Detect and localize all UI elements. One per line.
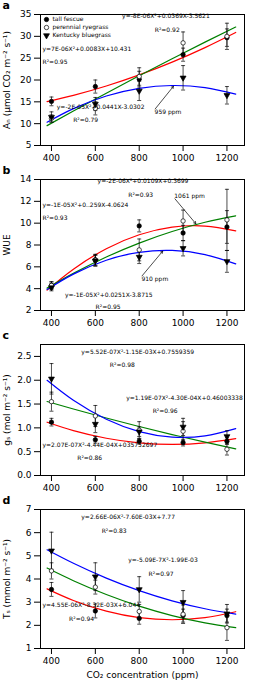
svg-text:800: 800 — [131, 318, 148, 328]
svg-text:910 ppm: 910 ppm — [141, 275, 168, 283]
svg-text:1200: 1200 — [215, 483, 238, 493]
svg-text:30: 30 — [20, 31, 32, 41]
svg-text:y=7E-06X²+0.0083X+10.431: y=7E-06X²+0.0083X+10.431 — [43, 45, 132, 53]
svg-text:400: 400 — [43, 153, 60, 163]
svg-text:R²=0.96: R²=0.96 — [153, 407, 178, 414]
svg-text:R²=0.98: R²=0.98 — [110, 361, 135, 368]
svg-text:6: 6 — [26, 528, 32, 538]
svg-text:WUE: WUE — [2, 234, 12, 255]
svg-text:2.5: 2.5 — [17, 351, 31, 361]
svg-text:15: 15 — [20, 97, 31, 107]
svg-text:y=-1E-05X²+0.0251X-3.8715: y=-1E-05X²+0.0251X-3.8715 — [65, 291, 153, 299]
svg-text:1200: 1200 — [215, 318, 238, 328]
svg-text:y=2.66E-06X²-7.60E-03X+7.77: y=2.66E-06X²-7.60E-03X+7.77 — [81, 513, 175, 521]
svg-text:2.0: 2.0 — [17, 375, 32, 385]
svg-text:gₛ (mol m⁻² s⁻¹): gₛ (mol m⁻² s⁻¹) — [2, 374, 12, 446]
svg-text:y=2.07E-07X²-4.44E-04X+0357526: y=2.07E-07X²-4.44E-04X+035752697 — [43, 441, 158, 449]
svg-text:R²=0.83: R²=0.83 — [102, 527, 127, 534]
svg-text:10: 10 — [20, 119, 32, 129]
svg-text:R²=0.95: R²=0.95 — [96, 303, 121, 310]
svg-text:400: 400 — [43, 318, 60, 328]
svg-text:b: b — [3, 165, 11, 177]
svg-text:1200: 1200 — [215, 153, 238, 163]
svg-text:y=-8E-06X²+0.0369X-3.5621: y=-8E-06X²+0.0369X-3.5621 — [122, 12, 210, 20]
svg-text:600: 600 — [87, 656, 104, 666]
svg-text:R²=0.93: R²=0.93 — [43, 214, 68, 221]
svg-text:R²=0.92: R²=0.92 — [155, 26, 180, 33]
svg-text:959 ppm: 959 ppm — [155, 108, 182, 116]
svg-text:14: 14 — [20, 174, 32, 184]
svg-text:a: a — [3, 0, 10, 12]
svg-text:R²=0.97: R²=0.97 — [149, 570, 174, 577]
svg-text:4: 4 — [26, 284, 32, 294]
svg-text:CO₂ concentration (ppm): CO₂ concentration (ppm) — [86, 670, 198, 680]
svg-text:R²=0.95: R²=0.95 — [43, 58, 68, 65]
svg-text:20: 20 — [20, 75, 32, 85]
svg-text:1.5: 1.5 — [17, 399, 31, 409]
svg-text:1.0: 1.0 — [17, 423, 32, 433]
svg-text:1: 1 — [26, 643, 32, 653]
svg-text:1000: 1000 — [172, 153, 195, 163]
svg-text:800: 800 — [131, 153, 148, 163]
svg-text:5: 5 — [26, 551, 32, 561]
svg-text:Tₛ (mmol m⁻² s⁻¹): Tₛ (mmol m⁻² s⁻¹) — [2, 539, 12, 620]
svg-text:R²=0.86: R²=0.86 — [77, 454, 102, 461]
svg-text:0.5: 0.5 — [17, 447, 31, 457]
svg-text:400: 400 — [43, 483, 60, 493]
svg-text:8: 8 — [26, 240, 32, 250]
svg-text:12: 12 — [20, 196, 31, 206]
svg-text:perennial ryegrass: perennial ryegrass — [53, 23, 109, 31]
svg-text:d: d — [3, 495, 11, 507]
svg-text:3: 3 — [26, 597, 32, 607]
svg-text:tall fescue: tall fescue — [53, 15, 84, 22]
svg-text:10: 10 — [20, 218, 32, 228]
svg-text:Kentucky bluegrass: Kentucky bluegrass — [53, 31, 111, 39]
svg-text:5: 5 — [26, 140, 32, 150]
svg-text:R²=0.94: R²=0.94 — [69, 615, 94, 622]
svg-text:R²=0.93: R²=0.93 — [128, 191, 153, 198]
svg-text:y=-1E-05X²+0..259X-4.0624: y=-1E-05X²+0..259X-4.0624 — [43, 201, 129, 209]
svg-text:25: 25 — [20, 53, 31, 63]
svg-text:Aₙ (μmol CO₂ m⁻² s⁻¹): Aₙ (μmol CO₂ m⁻² s⁻¹) — [2, 31, 12, 129]
svg-text:1000: 1000 — [172, 656, 195, 666]
svg-text:y=1.19E-07X²-4.30E-04X+0.46003: y=1.19E-07X²-4.30E-04X+0.46003338 — [126, 394, 243, 402]
svg-text:600: 600 — [87, 318, 104, 328]
svg-text:600: 600 — [87, 483, 104, 493]
svg-text:800: 800 — [131, 483, 148, 493]
svg-text:600: 600 — [87, 153, 104, 163]
svg-text:400: 400 — [43, 656, 60, 666]
svg-text:2: 2 — [26, 620, 32, 630]
svg-text:1061 ppm: 1061 ppm — [174, 192, 205, 200]
svg-text:y=-5.09E-7X²-1.99E-03: y=-5.09E-7X²-1.99E-03 — [128, 556, 198, 564]
svg-text:y=-2E-06X²+0.0109X+0.3699: y=-2E-06X²+0.0109X+0.3699 — [98, 177, 189, 185]
svg-text:y=4.55E-06X²-8.32E-03X+6.044: y=4.55E-06X²-8.32E-03X+6.044 — [43, 601, 141, 609]
svg-text:1000: 1000 — [172, 318, 195, 328]
svg-text:1200: 1200 — [215, 656, 238, 666]
svg-text:y=5.52E-07X²-1.15E-03X+0.75593: y=5.52E-07X²-1.15E-03X+0.7559359 — [81, 348, 194, 356]
svg-text:6: 6 — [26, 262, 32, 272]
svg-text:1000: 1000 — [172, 483, 195, 493]
svg-text:R²=0.79: R²=0.79 — [73, 116, 98, 123]
svg-text:35: 35 — [20, 9, 31, 19]
svg-text:7: 7 — [26, 504, 32, 514]
svg-text:0.0: 0.0 — [17, 470, 32, 480]
svg-text:c: c — [3, 330, 10, 342]
svg-text:2: 2 — [26, 305, 32, 315]
svg-text:y=-2E-05X²+0.0441X-3.0302: y=-2E-05X²+0.0441X-3.0302 — [57, 103, 145, 111]
svg-text:4: 4 — [26, 574, 32, 584]
svg-text:800: 800 — [131, 656, 148, 666]
